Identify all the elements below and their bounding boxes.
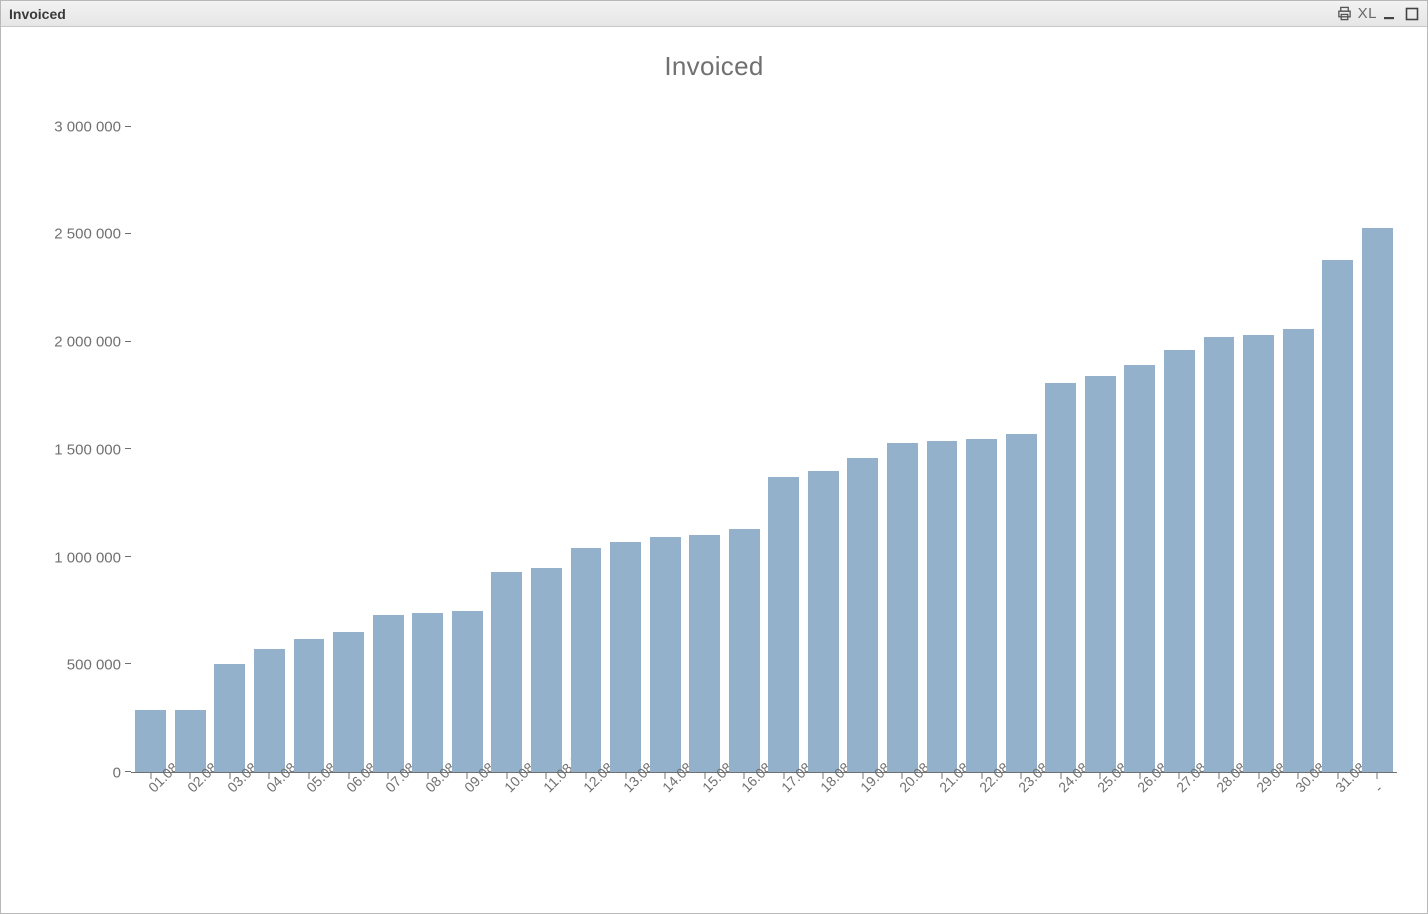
y-tick-label: 1 000 000 <box>54 549 121 566</box>
bar-slot: 05.08.2015 <box>289 105 329 772</box>
chart-bar[interactable] <box>175 710 206 772</box>
chart-bar[interactable] <box>927 441 958 772</box>
chart-bar[interactable] <box>1243 335 1274 772</box>
chart-bar[interactable] <box>1006 434 1037 772</box>
bar-slot: - <box>1357 105 1397 772</box>
bar-slot: 16.08.2015 <box>724 105 764 772</box>
bar-slot: 04.08.2015 <box>250 105 290 772</box>
plot-inner: 01.08.201502.08.201503.08.201504.08.2015… <box>131 105 1397 773</box>
bar-slot: 22.08.2015 <box>962 105 1002 772</box>
print-icon[interactable] <box>1336 5 1354 23</box>
chart-bar[interactable] <box>1124 365 1155 772</box>
bar-slot: 02.08.2015 <box>171 105 211 772</box>
bar-slot: 03.08.2015 <box>210 105 250 772</box>
y-tick-mark <box>125 556 131 557</box>
bars-container: 01.08.201502.08.201503.08.201504.08.2015… <box>131 105 1397 772</box>
chart-bar[interactable] <box>768 477 799 772</box>
bar-slot: 19.08.2015 <box>843 105 883 772</box>
chart-bar[interactable] <box>412 613 443 772</box>
chart-bar[interactable] <box>1283 329 1314 772</box>
y-tick-label: 500 000 <box>67 657 121 674</box>
maximize-icon[interactable] <box>1403 5 1421 23</box>
chart-bar[interactable] <box>254 649 285 772</box>
bar-slot: 21.08.2015 <box>922 105 962 772</box>
y-tick-label: 2 500 000 <box>54 226 121 243</box>
export-xl-button[interactable]: XL <box>1358 6 1377 21</box>
bar-slot: 29.08.2015 <box>1239 105 1279 772</box>
bar-slot: 26.08.2015 <box>1120 105 1160 772</box>
y-tick-label: 2 000 000 <box>54 334 121 351</box>
chart-bar[interactable] <box>294 639 325 772</box>
chart-bar[interactable] <box>729 529 760 772</box>
chart-bar[interactable] <box>135 710 166 772</box>
y-tick-mark <box>125 233 131 234</box>
bar-slot: 12.08.2015 <box>566 105 606 772</box>
bar-slot: 08.08.2015 <box>408 105 448 772</box>
chart-bar[interactable] <box>1085 376 1116 772</box>
bar-slot: 10.08.2015 <box>487 105 527 772</box>
bar-slot: 30.08.2015 <box>1278 105 1318 772</box>
y-tick-mark <box>125 663 131 664</box>
bar-slot: 15.08.2015 <box>685 105 725 772</box>
chart-bar[interactable] <box>1322 260 1353 772</box>
y-tick-mark <box>125 448 131 449</box>
bar-slot: 25.08.2015 <box>1081 105 1121 772</box>
chart-bar[interactable] <box>650 537 681 772</box>
chart-bar[interactable] <box>847 458 878 772</box>
y-tick-label: 3 000 000 <box>54 118 121 135</box>
chart-bar[interactable] <box>808 471 839 772</box>
x-tick-mark <box>1377 773 1378 779</box>
bar-slot: 13.08.2015 <box>606 105 646 772</box>
bar-slot: 07.08.2015 <box>368 105 408 772</box>
bar-slot: 01.08.2015 <box>131 105 171 772</box>
y-tick-mark <box>125 771 131 772</box>
bar-slot: 20.08.2015 <box>883 105 923 772</box>
chart-bar[interactable] <box>966 439 997 773</box>
chart-bar[interactable] <box>214 664 245 772</box>
y-tick-mark <box>125 341 131 342</box>
bar-slot: 31.08.2015 <box>1318 105 1358 772</box>
bar-slot: 23.08.2015 <box>1001 105 1041 772</box>
y-tick-label: 0 <box>113 765 121 782</box>
chart-title: Invoiced <box>1 51 1427 82</box>
window-titlebar: Invoiced XL <box>1 1 1427 27</box>
bar-slot: 06.08.2015 <box>329 105 369 772</box>
chart-bar[interactable] <box>333 632 364 772</box>
chart-bar[interactable] <box>491 572 522 772</box>
chart-bar[interactable] <box>610 542 641 772</box>
chart-bar[interactable] <box>452 611 483 772</box>
bar-slot: 17.08.2015 <box>764 105 804 772</box>
bar-slot: 11.08.2015 <box>527 105 567 772</box>
bar-slot: 09.08.2015 <box>448 105 488 772</box>
chart-bar[interactable] <box>689 535 720 772</box>
chart-bar[interactable] <box>887 443 918 772</box>
chart-plot: 0500 0001 000 0001 500 0002 000 0002 500… <box>131 105 1397 773</box>
bar-slot: 27.08.2015 <box>1160 105 1200 772</box>
chart-bar[interactable] <box>531 568 562 772</box>
bar-slot: 28.08.2015 <box>1199 105 1239 772</box>
x-tick-label: - <box>1371 781 1386 796</box>
bar-slot: 14.08.2015 <box>645 105 685 772</box>
chart-bar[interactable] <box>373 615 404 772</box>
chart-bar[interactable] <box>1164 350 1195 772</box>
minimize-icon[interactable] <box>1381 5 1399 23</box>
bar-slot: 24.08.2015 <box>1041 105 1081 772</box>
bar-slot: 18.08.2015 <box>804 105 844 772</box>
chart-bar[interactable] <box>1204 337 1235 772</box>
chart-window: Invoiced XL Invoiced 0500 0001 000 0001 … <box>0 0 1428 914</box>
y-tick-mark <box>125 126 131 127</box>
chart-bar[interactable] <box>1362 228 1393 772</box>
chart-bar[interactable] <box>571 548 602 772</box>
y-axis: 0500 0001 000 0001 500 0002 000 0002 500… <box>21 105 121 773</box>
window-title: Invoiced <box>9 6 66 22</box>
y-tick-label: 1 500 000 <box>54 441 121 458</box>
chart-area: Invoiced 0500 0001 000 0001 500 0002 000… <box>1 27 1427 913</box>
chart-bar[interactable] <box>1045 383 1076 772</box>
